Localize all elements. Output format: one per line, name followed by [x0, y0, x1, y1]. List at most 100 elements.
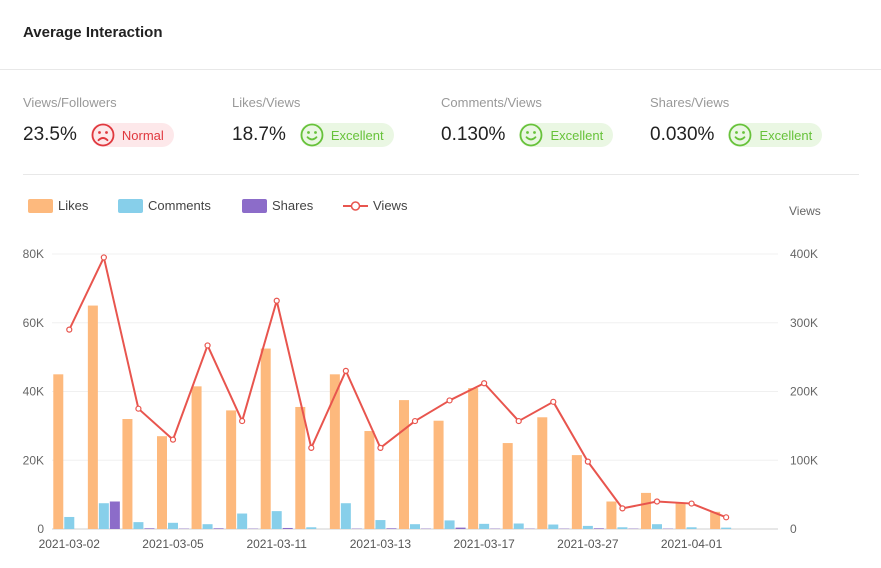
bar-likes: [468, 388, 479, 529]
card-title: Average Interaction: [23, 24, 163, 41]
metric-views-followers: Views/Followers 23.5% Normal: [23, 95, 223, 148]
bar-likes: [537, 417, 548, 529]
bar-shares: [144, 528, 155, 529]
legend-swatch-shares: [242, 199, 267, 213]
bar-shares: [455, 527, 466, 529]
views-point: [411, 417, 419, 425]
bar-comments: [375, 520, 386, 529]
legend-label-likes: Likes: [58, 198, 89, 213]
bar-likes: [295, 406, 306, 529]
bar-shares: [386, 528, 397, 529]
metric-label: Shares/Views: [650, 95, 730, 110]
views-point: [100, 254, 107, 261]
bar-comments: [617, 527, 628, 529]
metric-label: Likes/Views: [232, 95, 301, 110]
y-right-tick-label: 0: [790, 522, 797, 536]
x-tick-label: 2021-03-02: [39, 537, 101, 551]
metric-comments-views: Comments/Views 0.130% Excellent: [441, 95, 641, 148]
metric-shares-views: Shares/Views 0.030% Excellent: [650, 95, 850, 148]
x-tick-label: 2021-03-13: [350, 537, 412, 551]
bar-comments: [306, 527, 317, 529]
metrics-row: Views/Followers 23.5% Normal Likes/Views…: [23, 95, 863, 165]
smile-face-icon: [300, 123, 324, 147]
views-point: [135, 405, 142, 412]
status-badge: Normal: [90, 123, 174, 147]
bar-comments: [721, 527, 732, 529]
bar-likes: [191, 386, 202, 529]
views-point: [66, 326, 73, 333]
views-point: [377, 444, 384, 451]
bar-likes: [399, 400, 409, 529]
status-badge-label: Excellent: [550, 127, 604, 143]
bar-likes: [157, 436, 167, 529]
legend-label-views: Views: [373, 198, 408, 213]
bar-comments: [410, 524, 420, 529]
x-tick-label: 2021-03-11: [246, 537, 307, 551]
smile-face-icon: [520, 123, 543, 147]
views-point: [515, 417, 522, 425]
bar-comments: [582, 525, 593, 529]
bar-comments: [168, 522, 178, 529]
views-point: [584, 458, 591, 465]
metric-label: Comments/Views: [441, 95, 542, 110]
views-point: [204, 342, 211, 349]
bar-likes: [675, 503, 686, 529]
bar-likes: [260, 348, 271, 529]
y-right-tick-label: 400K: [790, 247, 818, 261]
x-tick-label: 2021-04-01: [661, 537, 723, 551]
views-point: [446, 397, 453, 404]
metric-value: 18.7%: [232, 124, 286, 145]
y-right-tick-label: 200K: [790, 385, 818, 399]
header-divider: [0, 69, 881, 70]
status-badge: Excellent: [299, 123, 394, 147]
status-badge-label: Excellent: [759, 127, 813, 143]
bar-likes: [606, 501, 617, 529]
bar-likes: [571, 455, 582, 529]
bar-comments: [237, 513, 248, 529]
y-left-tick-label: 20K: [23, 453, 44, 467]
views-point: [239, 417, 246, 425]
bar-shares: [593, 528, 604, 529]
bar-likes: [502, 443, 513, 529]
views-point: [688, 500, 695, 507]
status-badge: Excellent: [728, 123, 823, 147]
bar-likes: [641, 492, 651, 529]
metric-value: 0.130%: [441, 124, 506, 145]
interaction-chart: 0 20K 40K 60K 80K 0 100K 200K 300K 400K Views 2021-…: [23, 198, 821, 551]
views-point: [550, 398, 557, 405]
y-left-tick-label: 60K: [23, 316, 44, 330]
views-point: [273, 297, 280, 304]
bar-comments: [202, 524, 213, 529]
bar-likes: [433, 420, 444, 529]
bar-comments: [444, 520, 455, 529]
bar-comments: [271, 511, 282, 529]
bar-likes: [710, 511, 721, 529]
bar-comments: [340, 503, 351, 529]
bar-likes: [122, 419, 133, 529]
y-left-tick-label: 80K: [23, 247, 44, 261]
views-point: [308, 444, 315, 451]
y-left-tick-label: 0: [37, 522, 44, 536]
metric-label: Views/Followers: [23, 95, 117, 110]
views-point: [653, 498, 661, 505]
y-right-tick-label: 300K: [790, 316, 818, 330]
y-right-axis-title: Views: [789, 204, 821, 218]
views-point: [342, 367, 349, 374]
views-line: [68, 256, 727, 519]
bar-shares: [213, 528, 224, 529]
sad-face-icon: [91, 123, 115, 147]
y-left-tick-label: 40K: [23, 385, 44, 399]
metrics-divider: [23, 174, 859, 175]
bar-comments: [64, 516, 75, 529]
x-tick-label: 2021-03-27: [557, 537, 619, 551]
bar-comments: [513, 523, 524, 529]
y-right-tick-label: 100K: [790, 453, 818, 467]
x-tick-label: 2021-03-05: [142, 537, 204, 551]
views-point: [169, 436, 177, 443]
bar-likes: [226, 410, 237, 529]
bar-comments: [133, 522, 144, 529]
legend-label-shares: Shares: [272, 198, 314, 213]
bar-shares: [109, 501, 120, 529]
views-point: [481, 380, 488, 387]
legend-swatch-likes: [28, 199, 53, 213]
